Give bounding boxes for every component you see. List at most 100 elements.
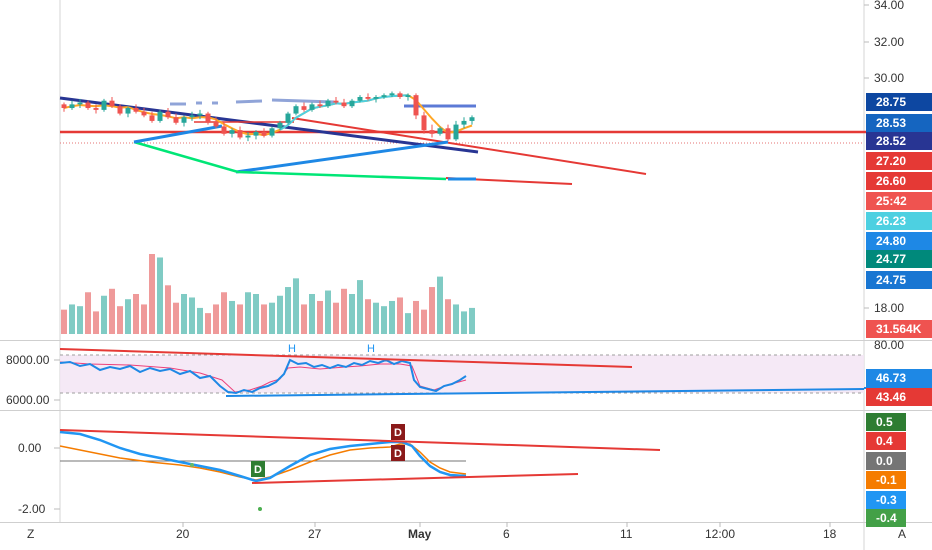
- volume-bar: [77, 306, 83, 334]
- candle-body: [237, 130, 243, 138]
- axis-value-label: -0.1: [876, 473, 897, 487]
- volume-bar: [61, 309, 67, 334]
- time-tick: 18: [823, 527, 837, 541]
- rsi-tags: 46.73 43.46: [866, 369, 932, 406]
- oscillator-resistance-line[interactable]: [59, 429, 661, 451]
- axis-value-label: 46.73: [876, 371, 906, 385]
- candle-body: [253, 131, 259, 136]
- price-tick: 32.00: [874, 35, 904, 49]
- axis-value-tag: [866, 491, 906, 509]
- axis-value-label: 24.80: [876, 234, 906, 248]
- volume-bar: [381, 306, 387, 334]
- rising-trendline-blue[interactable]: [235, 140, 449, 174]
- time-tick: 11: [620, 527, 633, 541]
- axis-value-label: 24.77: [876, 252, 906, 266]
- axis-value-tag: [866, 271, 932, 289]
- price-pane[interactable]: [60, 0, 864, 340]
- volume-bar: [445, 299, 451, 334]
- candle-body: [413, 95, 419, 116]
- volume-bar: [333, 302, 339, 334]
- volume-bar: [405, 313, 411, 334]
- price-tags: 28.75 28.53 28.52 27.20 26.60 25:42 26.23 24.80…: [866, 93, 932, 338]
- candle-body: [453, 124, 459, 140]
- candle-body: [397, 93, 403, 97]
- candle-body: [245, 135, 251, 138]
- candle-body: [309, 104, 315, 110]
- descending-trendline-red[interactable]: [291, 117, 647, 175]
- axis-value-label: 0.4: [876, 434, 893, 448]
- axis-value-tag: [866, 471, 906, 489]
- volume-bar: [229, 300, 235, 334]
- volume-bar: [309, 294, 315, 334]
- candle-body: [101, 100, 107, 110]
- candle-body: [381, 95, 387, 97]
- axis-value-label: 24.75: [876, 273, 906, 287]
- divergence-badge: [251, 461, 265, 477]
- axis-value-label: 0.0: [876, 454, 893, 468]
- volume-bar: [429, 287, 435, 334]
- candle-body: [165, 111, 171, 118]
- time-tick: 6: [503, 527, 510, 541]
- axis-value-label: -0.3: [876, 493, 897, 507]
- axis-value-label: 31.564K: [876, 322, 922, 336]
- volume-bar: [397, 297, 403, 334]
- oscillator-signal-line: [59, 443, 467, 481]
- volume-bar: [69, 304, 75, 334]
- volume-bar: [133, 294, 139, 334]
- axis-value-label: 28.75: [876, 95, 906, 109]
- oscillator-left-tick: 0.00: [18, 441, 42, 455]
- auto-scale-button[interactable]: A: [898, 527, 906, 541]
- candle-body: [133, 108, 139, 112]
- divergence-badge: [391, 424, 405, 440]
- volume-bar: [421, 309, 427, 334]
- candle-body: [85, 102, 91, 109]
- axis-value-tag: [866, 250, 932, 268]
- volume-bar: [293, 278, 299, 334]
- volume-bar: [197, 307, 203, 334]
- support-line-green[interactable]: [133, 140, 447, 181]
- candle-body: [221, 126, 227, 134]
- price-tick: 34.00: [874, 0, 904, 12]
- rsi-resistance-line[interactable]: [59, 348, 633, 368]
- candle-body: [189, 115, 195, 118]
- volume-bar: [85, 292, 91, 334]
- candle-body: [365, 97, 371, 99]
- axis-value-tag: [866, 369, 932, 387]
- volume-bar: [125, 299, 131, 334]
- volume-bar: [165, 285, 171, 334]
- candle-body: [109, 100, 115, 107]
- candle-body: [61, 104, 67, 109]
- volume-bar: [101, 295, 107, 334]
- volume-bar: [469, 307, 475, 334]
- candle-body: [421, 115, 427, 131]
- volume-bar: [149, 254, 155, 334]
- zoom-reset-button[interactable]: Z: [27, 527, 34, 541]
- candle-body: [149, 115, 155, 121]
- axis-value-label: 25:42: [876, 194, 907, 208]
- volume-bar: [245, 292, 251, 334]
- volume-bar: [453, 304, 459, 334]
- candle-body: [77, 102, 83, 105]
- volume-bar: [189, 297, 195, 334]
- oscillator-pane[interactable]: [60, 410, 864, 522]
- time-tick: 20: [176, 527, 190, 541]
- axis-value-tag: [866, 114, 932, 132]
- candle-body: [429, 130, 435, 134]
- volume-bar: [437, 276, 443, 334]
- volume-bar: [365, 299, 371, 334]
- volume-bar: [277, 295, 283, 334]
- candle-body: [445, 128, 451, 140]
- candle-body: [141, 111, 147, 116]
- divergence-label: D: [394, 448, 402, 460]
- axis-value-tag: [866, 388, 932, 406]
- time-axis[interactable]: 20 27 May 6 11 12:00 18: [176, 522, 837, 541]
- short-blue-trendline[interactable]: [133, 124, 223, 144]
- candle-body: [197, 113, 203, 116]
- volume-bar: [141, 304, 147, 334]
- candle-body: [205, 113, 211, 123]
- candle-body: [357, 97, 363, 101]
- oscillator-support-line[interactable]: [251, 473, 579, 484]
- rsi-support-line[interactable]: [225, 388, 865, 397]
